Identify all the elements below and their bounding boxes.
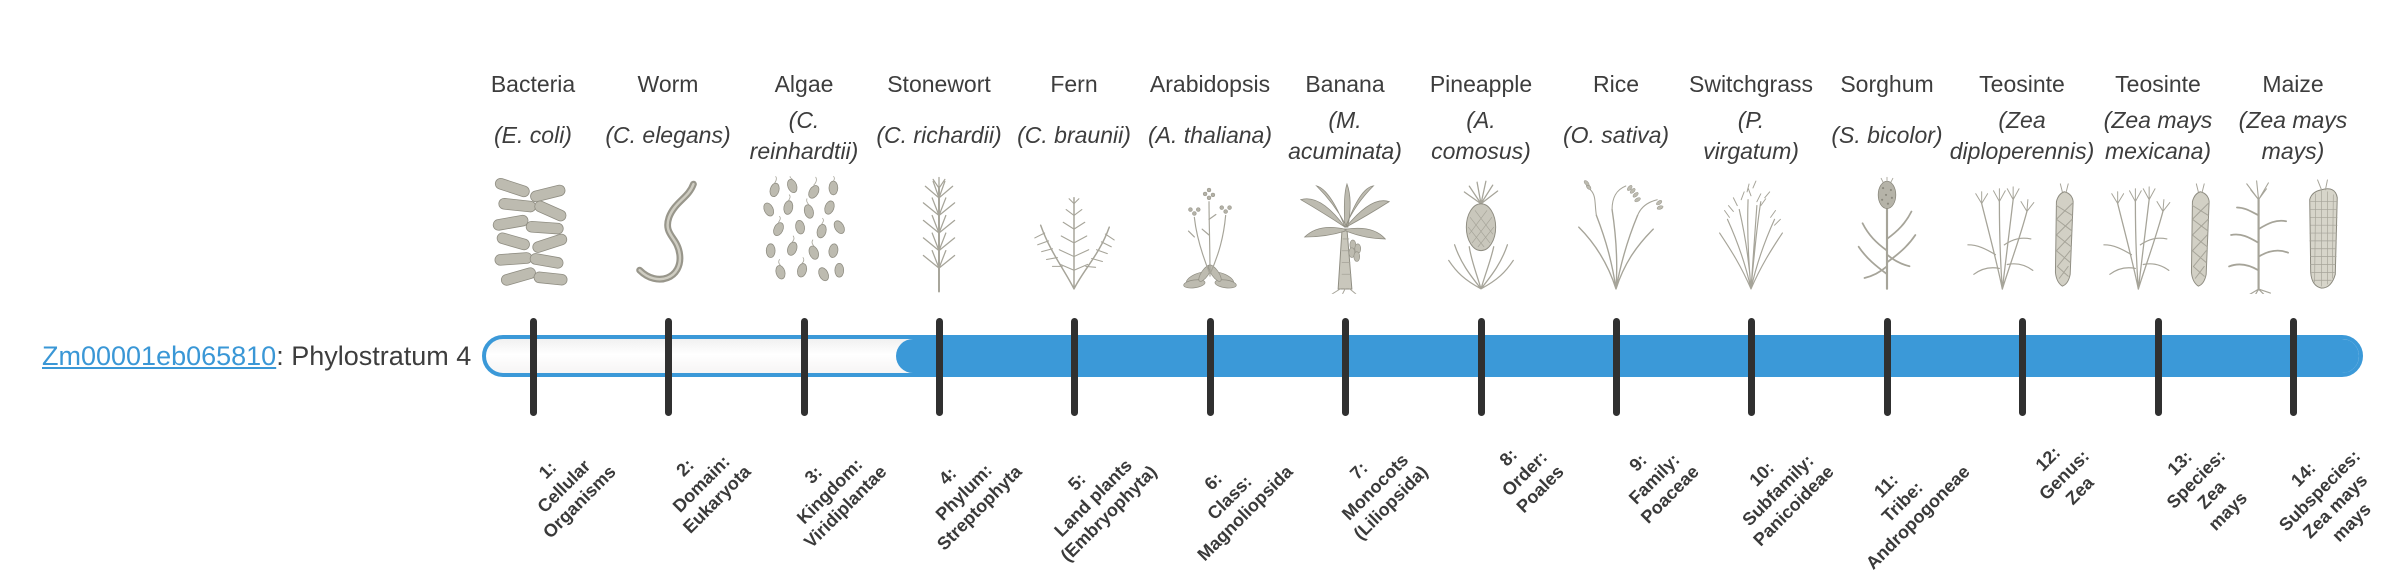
arabidopsis-icon bbox=[1166, 176, 1254, 294]
bacteria-icon bbox=[489, 176, 577, 294]
tick-mark bbox=[2018, 318, 2026, 416]
species-binomial: (P. virgatum) bbox=[1703, 106, 1799, 164]
species-common-name: Fern bbox=[1050, 71, 1098, 97]
species-common-name: Pineapple bbox=[1429, 71, 1533, 97]
tick-mark bbox=[529, 318, 537, 416]
species-binomial: (M. acuminata) bbox=[1288, 106, 1402, 164]
column-pineapple: Pineapple (A. comosus) 8: Order: Poales bbox=[1411, 0, 1568, 580]
species-binomial: (S. bicolor) bbox=[1831, 122, 1943, 149]
column-arabidopsis: Arabidopsis (A. thaliana) 6: Class: Magn… bbox=[1140, 0, 1297, 580]
column-sorghum: Sorghum (S. bicolor) 11: Tribe: Andropog… bbox=[1817, 0, 1973, 580]
tick-mark bbox=[664, 318, 672, 416]
phylostratum-bar-fill bbox=[896, 339, 2359, 373]
tick-mark bbox=[1070, 318, 1078, 416]
species-common-name: Switchgrass bbox=[1689, 71, 1813, 97]
column-stonewort: Stonewort (C. richardii) 4: Phylum: Stre… bbox=[869, 0, 1025, 580]
teosinte-icon bbox=[2084, 176, 2232, 294]
tick-mark bbox=[1747, 318, 1755, 416]
phylostratum-bar-track bbox=[482, 335, 2363, 377]
species-common-name: Arabidopsis bbox=[1149, 71, 1271, 97]
tick-mark bbox=[1206, 318, 1214, 416]
fern-icon bbox=[1025, 176, 1123, 294]
species-common-name: Rice bbox=[1592, 71, 1639, 97]
stratum-label: 14: Subspecies: Zea mays mays bbox=[2274, 445, 2375, 546]
banana-icon bbox=[1291, 176, 1399, 294]
species-binomial: (Zea mays mays) bbox=[2238, 106, 2348, 164]
column-teosinte-diploperennis: Teosinte (Zea diploperennis) 12: Genus: … bbox=[1950, 0, 2098, 580]
species-common-name: Teosinte bbox=[1979, 71, 2065, 97]
algae-icon bbox=[755, 176, 853, 294]
species-binomial: (Zea mays mexicana) bbox=[2103, 106, 2213, 164]
column-algae: Algae (C. reinhardtii) 3: Kingdom: Virid… bbox=[734, 0, 891, 580]
tick-mark bbox=[2289, 318, 2297, 416]
tick-mark bbox=[1883, 318, 1891, 416]
species-common-name: Maize bbox=[2262, 71, 2324, 97]
gene-id-link[interactable]: Zm00001eb065810 bbox=[42, 341, 277, 371]
column-rice: Rice (O. sativa) 9: Family: Poaceae bbox=[1546, 0, 1703, 580]
species-common-name: Bacteria bbox=[490, 71, 576, 97]
species-binomial: (C. richardii) bbox=[876, 122, 1002, 149]
sorghum-icon bbox=[1843, 176, 1931, 294]
column-fern: Fern (C. braunii) 5: Land plants (Embryo… bbox=[1004, 0, 1161, 580]
species-binomial: (C. braunii) bbox=[1017, 122, 1131, 149]
species-binomial: (E. coli) bbox=[494, 122, 572, 149]
teosinte-icon bbox=[1948, 176, 2096, 294]
maize-icon bbox=[2219, 176, 2367, 294]
species-common-name: Algae bbox=[774, 71, 834, 97]
stonewort-icon bbox=[900, 176, 978, 294]
phylostratum-text: : Phylostratum 4 bbox=[276, 341, 472, 371]
species-binomial: (Zea diploperennis) bbox=[1949, 106, 2095, 164]
tick-mark bbox=[800, 318, 808, 416]
species-common-name: Worm bbox=[637, 71, 699, 97]
species-binomial: (O. sativa) bbox=[1562, 122, 1670, 149]
species-common-name: Banana bbox=[1305, 71, 1385, 97]
gene-label: Zm00001eb065810: Phylostratum 4 bbox=[42, 335, 471, 377]
tick-mark bbox=[1341, 318, 1349, 416]
rice-icon bbox=[1567, 176, 1665, 294]
species-common-name: Stonewort bbox=[887, 71, 991, 97]
column-bacteria: Bacteria (E. coli) 1: Cellular Organisms bbox=[463, 0, 620, 580]
switchgrass-icon bbox=[1702, 176, 1800, 294]
column-worm: Worm (C. elegans) 2: Domain: Eukaryota bbox=[598, 0, 754, 580]
pineapple-icon bbox=[1437, 176, 1525, 294]
tick-mark bbox=[1612, 318, 1620, 416]
species-binomial: (C. reinhardtii) bbox=[749, 106, 859, 164]
column-maize: Maize (Zea mays mays) 14: Subspecies: Ze… bbox=[2223, 0, 2374, 580]
species-binomial: (C. elegans) bbox=[605, 122, 731, 149]
column-switchgrass: Switchgrass (P. virgatum) 10: Subfamily:… bbox=[1681, 0, 1838, 580]
tick-mark bbox=[935, 318, 943, 416]
tick-mark bbox=[2154, 318, 2162, 416]
worm-icon bbox=[624, 176, 712, 294]
tick-mark bbox=[1477, 318, 1485, 416]
species-common-name: Teosinte bbox=[2115, 71, 2201, 97]
species-common-name: Sorghum bbox=[1840, 71, 1934, 97]
species-binomial: (A. comosus) bbox=[1431, 106, 1531, 164]
column-banana: Banana (M. acuminata) 7: Monocots (Lilio… bbox=[1275, 0, 1432, 580]
species-binomial: (A. thaliana) bbox=[1147, 122, 1272, 149]
column-teosinte-mexicana: Teosinte (Zea mays mexicana) 13: Species… bbox=[2088, 0, 2251, 580]
